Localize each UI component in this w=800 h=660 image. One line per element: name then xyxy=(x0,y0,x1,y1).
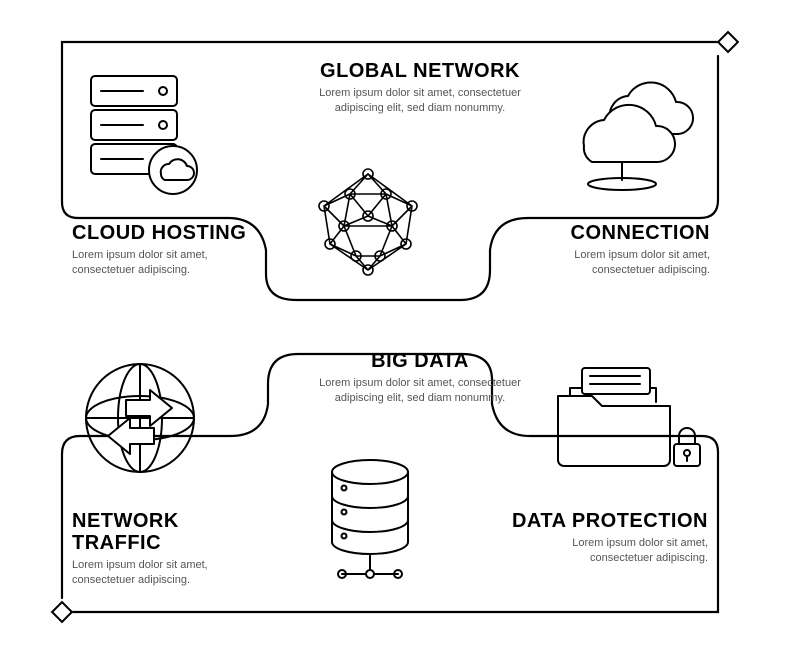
body-cloud-hosting: Lorem ipsum dolor sit amet, consectetuer… xyxy=(72,248,242,278)
body-data-protection: Lorem ipsum dolor sit amet, consectetuer… xyxy=(538,536,708,566)
section-cloud-hosting: CLOUD HOSTING Lorem ipsum dolor sit amet… xyxy=(72,222,252,278)
section-network-traffic: NETWORK TRAFFIC Lorem ipsum dolor sit am… xyxy=(72,510,272,588)
database-icon xyxy=(320,456,430,596)
network-sphere-icon xyxy=(308,162,428,282)
section-data-protection: DATA PROTECTION Lorem ipsum dolor sit am… xyxy=(508,510,708,566)
title-data-protection: DATA PROTECTION xyxy=(508,510,708,532)
title-connection: CONNECTION xyxy=(510,222,710,244)
body-connection: Lorem ipsum dolor sit amet, consectetuer… xyxy=(540,248,710,278)
section-global-network: GLOBAL NETWORK Lorem ipsum dolor sit ame… xyxy=(290,60,550,116)
body-network-traffic: Lorem ipsum dolor sit amet, consectetuer… xyxy=(72,558,242,588)
diamond-top xyxy=(717,31,740,54)
title-network-traffic: NETWORK TRAFFIC xyxy=(72,510,272,554)
server-cloud-icon xyxy=(85,68,210,198)
title-big-data: BIG DATA xyxy=(290,350,550,372)
section-big-data: BIG DATA Lorem ipsum dolor sit amet, con… xyxy=(290,350,550,406)
folder-lock-icon xyxy=(548,352,708,492)
diamond-bottom xyxy=(51,601,74,624)
cloud-connect-icon xyxy=(560,74,710,204)
body-global-network: Lorem ipsum dolor sit amet, consectetuer… xyxy=(305,86,535,116)
title-global-network: GLOBAL NETWORK xyxy=(290,60,550,82)
infographic-canvas: GLOBAL NETWORK Lorem ipsum dolor sit ame… xyxy=(0,0,800,660)
globe-arrows-icon xyxy=(78,356,203,481)
title-cloud-hosting: CLOUD HOSTING xyxy=(72,222,252,244)
section-connection: CONNECTION Lorem ipsum dolor sit amet, c… xyxy=(510,222,710,278)
body-big-data: Lorem ipsum dolor sit amet, consectetuer… xyxy=(305,376,535,406)
